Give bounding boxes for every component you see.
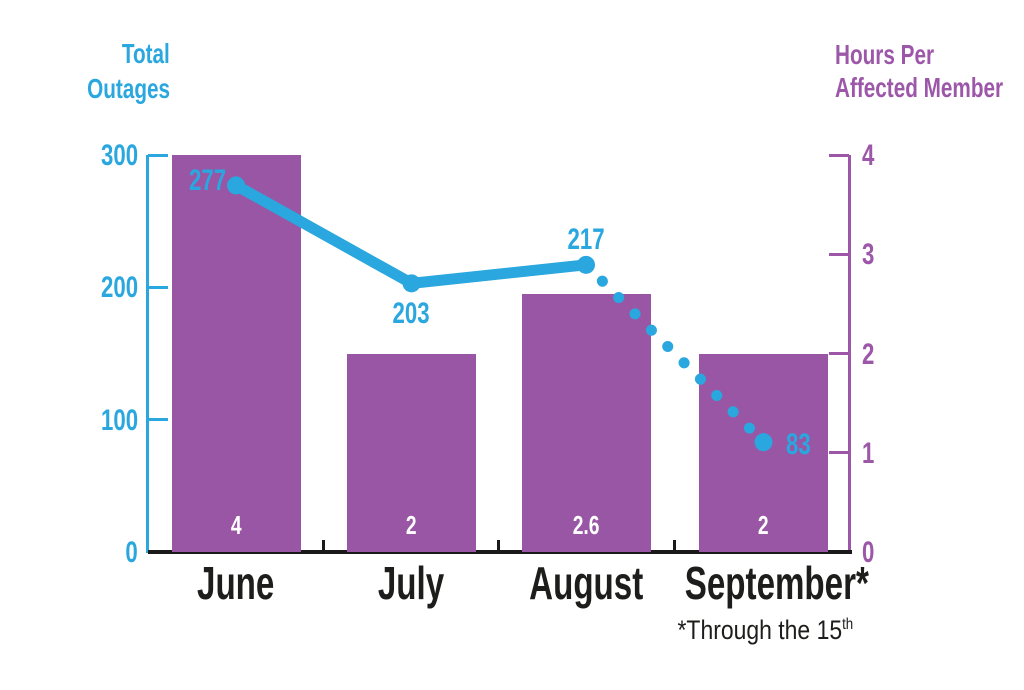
- left-axis-title-line2: Outages: [87, 73, 170, 104]
- right-axis-tick-label-1: 1: [862, 436, 875, 470]
- bottom-axis-tick-1: [497, 540, 501, 552]
- bottom-axis-line: [148, 550, 852, 554]
- category-label-june: June: [197, 557, 275, 609]
- category-label-september: September*: [684, 557, 869, 609]
- left-axis-tick-100: [148, 418, 168, 422]
- line-value-label-september: 83: [785, 428, 811, 462]
- right-axis-title-line2: Affected Member: [835, 72, 1004, 103]
- left-axis-tick-200: [148, 285, 168, 289]
- right-axis-tick-label-4: 4: [862, 139, 875, 172]
- bottom-axis-tick-0: [322, 540, 326, 552]
- right-axis-tick-label-0: 0: [862, 536, 875, 569]
- footnote: *Through the 15th: [651, 610, 881, 645]
- left-axis-tick-label-300: 300: [100, 139, 138, 172]
- right-axis-tick-2: [829, 352, 849, 355]
- right-axis-tick-label-3: 3: [862, 238, 875, 272]
- right-axis-tick-3: [829, 252, 849, 256]
- bar-value-label-july: 2: [406, 510, 417, 540]
- bar-value-label-september: 2: [758, 510, 769, 540]
- bar-value-label-august: 2.6: [572, 509, 600, 540]
- right-axis-line: [848, 155, 851, 553]
- bar-july: 2: [347, 353, 476, 552]
- right-axis-tick-4: [829, 153, 849, 157]
- bar-august: 2.6: [521, 293, 651, 552]
- line-point-august: [577, 255, 595, 274]
- bar-june: 4: [171, 155, 301, 552]
- right-axis-title-line1: Hours Per: [835, 39, 935, 70]
- right-axis-tick-1: [829, 451, 849, 455]
- line-point-july: [402, 274, 421, 293]
- right-axis-title: Hours Per Affected Member: [835, 38, 1024, 104]
- left-axis-tick-label-200: 200: [100, 271, 138, 305]
- left-axis-line: [146, 155, 149, 553]
- left-axis-tick-300: [148, 153, 168, 157]
- left-axis-tick-label-100: 100: [100, 403, 138, 437]
- bar-value-label-june: 4: [230, 510, 242, 540]
- line-value-label-june: 277: [188, 164, 226, 198]
- footnote-superscript: th: [842, 616, 854, 633]
- left-axis-tick-label-0: 0: [125, 536, 138, 569]
- left-axis-title: Total Outages: [14, 36, 170, 106]
- bottom-axis-tick-2: [673, 540, 677, 552]
- category-label-july: July: [378, 557, 445, 609]
- left-axis-title-line1: Total: [122, 38, 170, 69]
- footnote-text: *Through the 15: [677, 615, 843, 645]
- right-axis-tick-label-2: 2: [862, 337, 875, 371]
- line-value-label-july: 203: [392, 297, 431, 331]
- line-value-label-august: 217: [567, 222, 605, 256]
- category-label-august: August: [528, 557, 644, 609]
